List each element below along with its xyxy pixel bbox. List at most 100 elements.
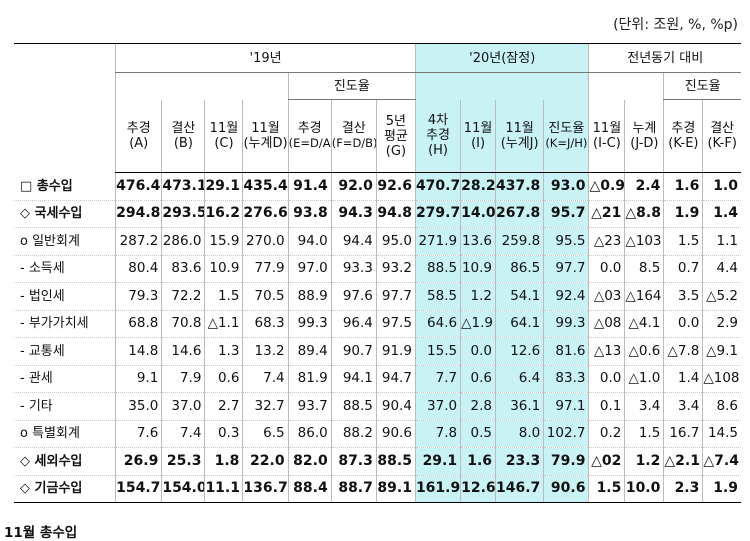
table-cell: 10.9 [204, 255, 243, 283]
column-header: 결산 (B) [161, 99, 205, 173]
table-cell: 97.7 [543, 255, 589, 283]
header-yoy-group: 전년동기 대비 [588, 43, 741, 73]
table-row: - 부가가치세 68.8 70.8 △1.1 68.3 99.3 96.4 97.5 64.6 △… [14, 310, 741, 338]
table-cell: 37.0 [414, 392, 461, 421]
table-cell: 270.0 [242, 227, 289, 256]
table-cell: 146.7 [495, 475, 544, 503]
table-cell: 0.0 [663, 310, 703, 338]
table-cell: 294.8 [115, 200, 162, 228]
table-cell: 91.9 [375, 337, 416, 366]
row-label: - 법인세 [14, 282, 116, 311]
column-header-line: (A) [129, 135, 149, 151]
table-cell: 94.8 [375, 200, 416, 228]
table-cell: 29.1 [204, 172, 243, 201]
table-cell: 0.1 [588, 392, 625, 421]
table-cell: 88.4 [287, 475, 332, 503]
table-cell: 90.7 [330, 337, 377, 366]
header-yoy-blank [588, 72, 664, 100]
table-row: - 소득세 80.4 83.6 10.9 77.9 97.0 93.3 93.2 88.5 10.… [14, 255, 741, 283]
table-cell: 473.1 [161, 172, 205, 201]
column-header-line: (I-C) [593, 135, 621, 151]
row-label: - 소득세 [14, 255, 116, 283]
table-cell: 25.3 [161, 447, 205, 476]
column-header-line: 4차 [427, 113, 449, 129]
table-cell: 10.0 [624, 475, 664, 503]
table-cell: 0.2 [588, 420, 625, 448]
table-cell: 476.4 [115, 172, 162, 201]
row-label: ◇ 세외수입 [14, 447, 116, 476]
table-cell: 1.9 [663, 200, 703, 228]
column-header-line: 5년 [385, 113, 407, 129]
header-2019-blank [115, 72, 289, 100]
column-header-line: (G) [385, 143, 407, 159]
table-cell: 81.6 [543, 337, 589, 366]
table-cell: 72.2 [161, 282, 205, 311]
column-header-line: 추경 [297, 121, 322, 136]
row-label: □ 총수입 [14, 172, 116, 201]
table-cell: 1.2 [624, 447, 664, 476]
table-cell: 7.8 [414, 420, 461, 448]
table-cell: 1.9 [702, 475, 741, 503]
table-cell: 64.6 [414, 310, 461, 338]
table-cell: 94.3 [330, 200, 377, 228]
table-cell: △8.8 [624, 200, 664, 228]
table-row: - 기타 35.0 37.0 2.7 32.7 93.7 88.5 90.4 37.0 2.8 36… [14, 392, 741, 421]
table-cell: 93.8 [287, 200, 332, 228]
table-cell: 32.7 [242, 392, 289, 421]
table-cell: 0.0 [588, 365, 625, 393]
table-cell: 95.7 [543, 200, 589, 228]
table-cell: 1.6 [663, 172, 703, 201]
column-header: 4차 추경 (H) [414, 99, 461, 173]
column-header: 11월 (C) [204, 99, 243, 173]
column-header: 5년 평균 (G) [375, 99, 416, 173]
table-cell: 1.0 [702, 172, 741, 201]
column-header-line: 추경 [426, 128, 450, 144]
table-cell: 37.0 [161, 392, 205, 421]
table-cell: △0.6 [624, 337, 664, 366]
table-cell: 89.4 [287, 337, 332, 366]
table-cell: 437.8 [495, 172, 544, 201]
table-cell: 9.1 [115, 365, 162, 393]
table-cell: 13.6 [460, 227, 496, 256]
column-header-line: 결산 [171, 120, 196, 136]
column-header: 추경 (K-E) [663, 99, 703, 173]
header-2020-group: '20년(잠정) [414, 43, 589, 73]
table-cell: 0.6 [204, 365, 243, 393]
table-cell: 94.0 [287, 227, 332, 256]
table-cell: △08 [588, 310, 625, 338]
table-cell: 36.1 [495, 392, 544, 421]
header-2019-group: '19년 [115, 43, 416, 73]
table-cell: 95.0 [375, 227, 416, 256]
table-cell: 89.1 [375, 475, 416, 503]
table-cell: 276.6 [242, 200, 289, 228]
table-cell: 1.1 [702, 227, 741, 256]
table-cell: 279.7 [414, 200, 461, 228]
table-cell: 93.7 [287, 392, 332, 421]
table-cell: △164 [624, 282, 664, 311]
column-header-line: (H) [428, 143, 448, 159]
row-label: o 일반회계 [14, 227, 116, 256]
row-label: ◇ 국세수입 [14, 200, 116, 228]
table-cell: 16.2 [204, 200, 243, 228]
table-cell: △0.9 [588, 172, 625, 201]
header-label-blank [14, 43, 116, 173]
table-cell: 14.5 [702, 420, 741, 448]
table-row: - 교통세 14.8 14.6 1.3 13.2 89.4 90.7 91.9 15.5 0.0 1… [14, 337, 741, 366]
table-cell: 3.5 [663, 282, 703, 311]
table-cell: 90.4 [375, 392, 416, 421]
column-header-line: (E=D/A) [288, 136, 332, 150]
column-header-line: 11월 [209, 120, 239, 136]
table-cell: 90.6 [375, 420, 416, 448]
table-cell: 80.4 [115, 255, 162, 283]
table-cell: 35.0 [115, 392, 162, 421]
table-cell: 97.7 [375, 282, 416, 311]
table-cell: 99.3 [543, 310, 589, 338]
column-header-line: 진도율 [548, 120, 585, 136]
column-header: 11월 (누계D) [242, 99, 289, 173]
table-cell: 88.5 [330, 392, 377, 421]
table-cell: 154.7 [115, 475, 162, 503]
table-cell: 26.9 [115, 447, 162, 476]
table-row: ◇ 국세수입 294.8 293.5 16.2 276.6 93.8 94.3 94.8 279… [14, 200, 741, 228]
table-cell: 1.2 [460, 282, 496, 311]
table-cell: 93.0 [543, 172, 589, 201]
